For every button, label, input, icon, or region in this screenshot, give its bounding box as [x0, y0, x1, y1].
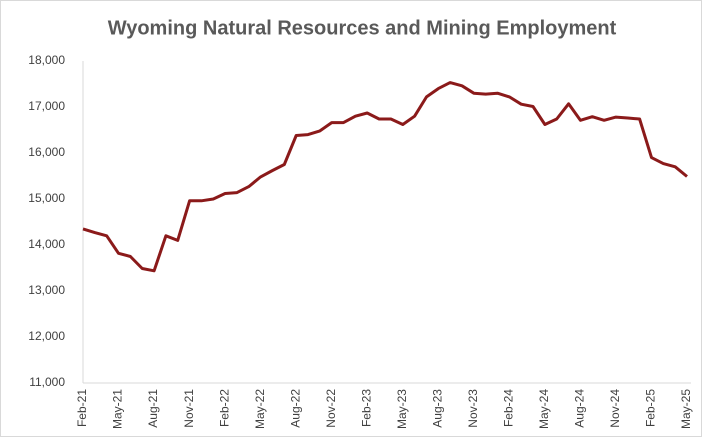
x-tick-label: Aug-24 [573, 389, 587, 428]
y-tick-label: 12,000 [28, 329, 65, 343]
x-tick-label: Feb-21 [75, 389, 89, 427]
chart-title: Wyoming Natural Resources and Mining Emp… [108, 17, 617, 39]
line-series [82, 81, 688, 273]
y-tick-label: 18,000 [28, 53, 65, 67]
y-tick-label: 17,000 [28, 99, 65, 113]
x-tick-label: Aug-22 [288, 389, 302, 428]
y-tick-label: 14,000 [28, 237, 65, 251]
x-tick-label: Feb-23 [359, 389, 373, 427]
x-tick-label: May-24 [537, 389, 551, 429]
y-tick-label: 16,000 [28, 145, 65, 159]
x-tick-label: Nov-23 [466, 389, 480, 428]
x-tick-label: Aug-21 [146, 389, 160, 428]
x-tick-label: Feb-22 [217, 389, 231, 427]
y-tick-label: 11,000 [29, 375, 65, 389]
x-tick-label: Nov-24 [608, 389, 622, 428]
x-tick-label: Feb-24 [502, 389, 516, 427]
x-tick-label: May-22 [253, 389, 267, 429]
x-tick-label: May-25 [679, 389, 693, 429]
y-tick-label: 15,000 [28, 191, 65, 205]
x-tick-label: Nov-22 [324, 389, 338, 428]
y-tick-label: 13,000 [28, 283, 65, 297]
x-tick-label: May-21 [111, 389, 125, 429]
x-tick-label: Aug-23 [430, 389, 444, 428]
x-tick-label: May-23 [395, 389, 409, 429]
x-tick-label: Feb-25 [644, 389, 658, 427]
x-tick-label: Nov-21 [182, 389, 196, 428]
